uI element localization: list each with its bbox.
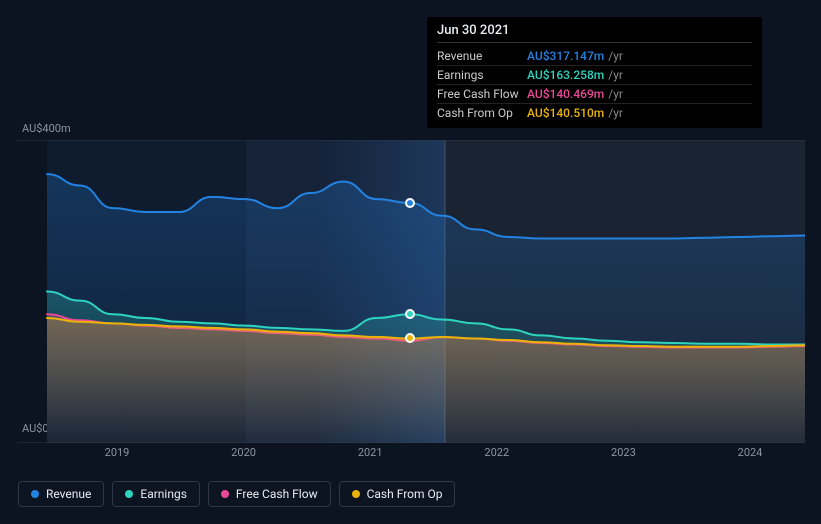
tooltip-row: Cash From OpAU$140.510m/yr [437, 104, 752, 122]
legend-dot-icon [352, 490, 360, 498]
tooltip-row: EarningsAU$163.258m/yr [437, 66, 752, 85]
legend-dot-icon [221, 490, 229, 498]
tooltip-value: AU$140.510m [527, 106, 604, 120]
tooltip-key: Cash From Op [437, 106, 527, 120]
tooltip-key: Revenue [437, 49, 527, 63]
tooltip-key: Free Cash Flow [437, 87, 527, 101]
x-tick: 2022 [484, 446, 509, 459]
legend-dot-icon [31, 490, 39, 498]
tooltip-row: Free Cash FlowAU$140.469m/yr [437, 85, 752, 104]
legend-item-fcf[interactable]: Free Cash Flow [208, 481, 331, 507]
chart-tooltip: Jun 30 2021 RevenueAU$317.147m/yrEarning… [427, 17, 762, 128]
tooltip-key: Earnings [437, 68, 527, 82]
x-tick: 2020 [231, 446, 256, 459]
x-axis-ticks: 2019 2020 2021 2022 2023 2024 [17, 446, 805, 464]
legend-label: Revenue [46, 487, 91, 501]
legend-label: Cash From Op [367, 487, 443, 501]
legend: Revenue Earnings Free Cash Flow Cash From O… [18, 481, 455, 507]
tooltip-date: Jun 30 2021 [437, 23, 752, 43]
chart-marker-earnings [405, 309, 415, 319]
legend-item-revenue[interactable]: Revenue [18, 481, 104, 507]
tooltip-value: AU$317.147m [527, 49, 604, 63]
legend-dot-icon [125, 490, 133, 498]
chart-marker-revenue [405, 198, 415, 208]
x-tick: 2019 [105, 446, 130, 459]
x-tick: 2021 [358, 446, 383, 459]
tooltip-unit: /yr [608, 68, 623, 82]
chart-area[interactable] [17, 140, 805, 443]
legend-label: Earnings [140, 487, 187, 501]
x-tick: 2024 [738, 446, 763, 459]
tooltip-row: RevenueAU$317.147m/yr [437, 47, 752, 66]
tooltip-unit: /yr [608, 87, 623, 101]
tooltip-unit: /yr [608, 49, 623, 63]
y-axis-top-label: AU$400m [22, 122, 71, 135]
tooltip-value: AU$163.258m [527, 68, 604, 82]
legend-item-earnings[interactable]: Earnings [112, 481, 200, 507]
chart-marker-cfo [405, 333, 415, 343]
tooltip-value: AU$140.469m [527, 87, 604, 101]
legend-label: Free Cash Flow [236, 487, 318, 501]
x-tick: 2023 [611, 446, 636, 459]
tooltip-unit: /yr [608, 106, 623, 120]
legend-item-cfo[interactable]: Cash From Op [339, 481, 456, 507]
